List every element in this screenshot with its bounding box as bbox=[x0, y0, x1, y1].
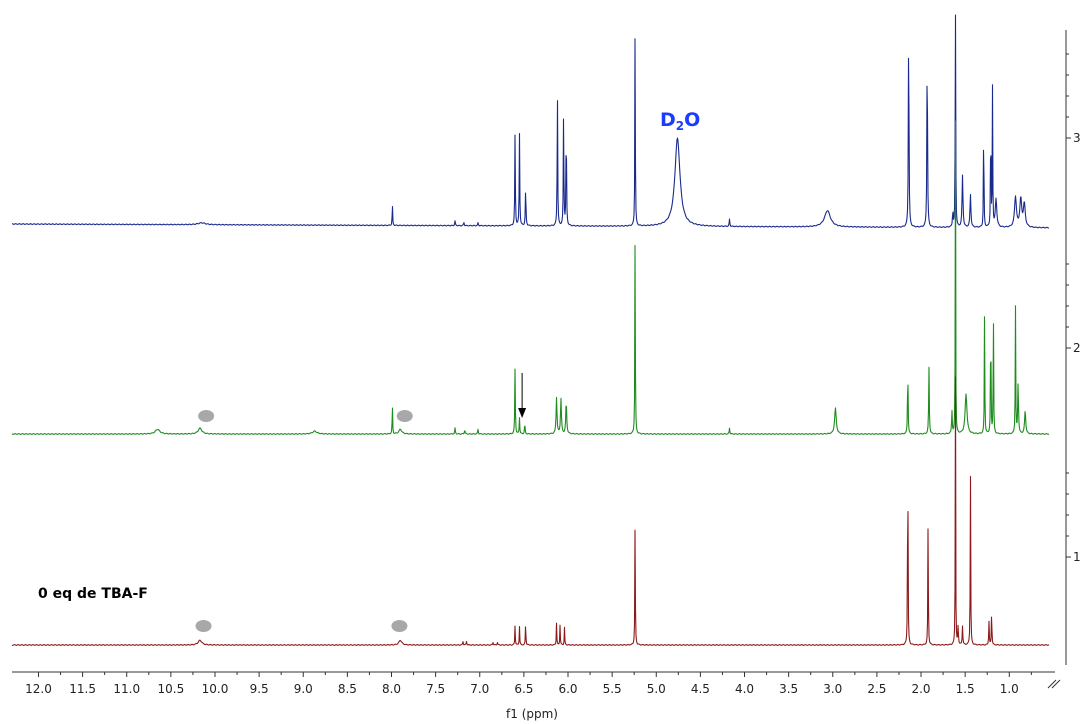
x-tick-label: 6.5 bbox=[514, 682, 533, 696]
grey-dot-marker bbox=[198, 410, 215, 422]
x-axis-break-mark bbox=[1047, 679, 1061, 689]
x-axis-ticks: 12.0 11.5 11.0 10.5 10.0 9.5 9.0 8.5 8.0 7.5 7.0 6.… bbox=[25, 672, 1061, 696]
x-tick-label: 7.5 bbox=[426, 682, 445, 696]
x-axis-title: f1 (ppm) bbox=[506, 707, 558, 721]
spectrum-trace-2 bbox=[11, 120, 1050, 435]
x-tick-label: 3.5 bbox=[779, 682, 798, 696]
x-tick-label: 10.0 bbox=[202, 682, 229, 696]
x-tick-label: 1.0 bbox=[1000, 682, 1019, 696]
grey-dot-marker bbox=[396, 410, 413, 422]
x-tick-label: 8.5 bbox=[338, 682, 357, 696]
x-tick-label: 5.5 bbox=[603, 682, 622, 696]
y-axis-ticks: 1 2 3 bbox=[1066, 53, 1080, 564]
x-tick-label: 8.0 bbox=[382, 682, 401, 696]
x-tick-label: 7.0 bbox=[470, 682, 489, 696]
x-tick-label: 9.0 bbox=[294, 682, 313, 696]
x-tick-label: 11.0 bbox=[113, 682, 140, 696]
x-tick-label: 9.5 bbox=[250, 682, 269, 696]
arrow-head-icon bbox=[518, 408, 527, 418]
spectrum-trace-3 bbox=[11, 14, 1050, 229]
y-tick-label: 2 bbox=[1073, 341, 1080, 355]
x-tick-label: 2.0 bbox=[911, 682, 930, 696]
x-tick-label: 6.0 bbox=[558, 682, 577, 696]
x-tick-label: 5.0 bbox=[647, 682, 666, 696]
grey-dot-marker bbox=[391, 620, 408, 632]
spectrum-trace-1 bbox=[11, 376, 1050, 646]
d2o-label: D2O bbox=[660, 109, 700, 133]
annotations-layer: D2O 0 eq de TBA-F bbox=[38, 109, 700, 602]
y-tick-label: 1 bbox=[1073, 550, 1080, 564]
x-tick-label: 4.0 bbox=[735, 682, 754, 696]
grey-dot-marker bbox=[195, 620, 212, 632]
x-tick-label: 4.5 bbox=[691, 682, 710, 696]
x-tick-label: 1.5 bbox=[956, 682, 975, 696]
y-tick-label: 3 bbox=[1073, 131, 1080, 145]
x-tick-label: 3.0 bbox=[823, 682, 842, 696]
x-tick-label: 2.5 bbox=[867, 682, 886, 696]
tba-f-label: 0 eq de TBA-F bbox=[38, 586, 148, 602]
x-tick-label: 10.5 bbox=[158, 682, 185, 696]
x-tick-label: 12.0 bbox=[25, 682, 52, 696]
x-tick-label: 11.5 bbox=[69, 682, 96, 696]
markers-layer bbox=[195, 373, 527, 632]
spectra-layer bbox=[11, 14, 1050, 646]
